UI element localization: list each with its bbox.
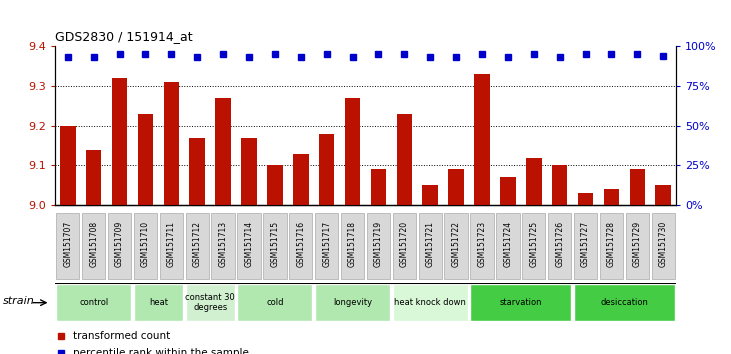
Bar [137,114,154,205]
Bar [500,177,515,205]
Bar [552,166,567,205]
Text: GSM151716: GSM151716 [296,221,306,267]
Text: longevity: longevity [333,298,372,307]
FancyBboxPatch shape [496,213,520,279]
Text: constant 30
degrees: constant 30 degrees [185,293,235,312]
FancyBboxPatch shape [444,213,468,279]
Bar [86,149,102,205]
FancyBboxPatch shape [393,213,416,279]
Text: strain: strain [3,296,34,306]
FancyBboxPatch shape [626,213,649,279]
Bar [629,170,645,205]
Text: GSM151707: GSM151707 [64,221,72,267]
FancyBboxPatch shape [574,213,597,279]
Text: heat knock down: heat knock down [394,298,466,307]
FancyBboxPatch shape [393,284,468,321]
Text: GSM151721: GSM151721 [425,221,435,267]
Text: GSM151729: GSM151729 [633,221,642,267]
FancyBboxPatch shape [367,213,390,279]
FancyBboxPatch shape [186,213,209,279]
Text: starvation: starvation [499,298,542,307]
FancyBboxPatch shape [56,284,131,321]
Bar [60,126,75,205]
Text: GSM151722: GSM151722 [452,221,461,267]
FancyBboxPatch shape [289,213,312,279]
FancyBboxPatch shape [470,213,493,279]
Text: GSM151718: GSM151718 [348,221,357,267]
Text: percentile rank within the sample: percentile rank within the sample [73,348,249,354]
Text: GSM151720: GSM151720 [400,221,409,267]
Bar [656,185,671,205]
Text: control: control [79,298,108,307]
FancyBboxPatch shape [470,284,572,321]
FancyBboxPatch shape [134,284,183,321]
FancyBboxPatch shape [238,213,261,279]
Bar [526,158,542,205]
FancyBboxPatch shape [651,213,675,279]
Bar [112,78,127,205]
FancyBboxPatch shape [186,284,235,321]
Bar [319,134,334,205]
FancyBboxPatch shape [134,213,157,279]
FancyBboxPatch shape [263,213,287,279]
FancyBboxPatch shape [315,213,338,279]
Bar [423,185,438,205]
Bar [577,193,594,205]
Bar [371,170,386,205]
Bar [345,98,360,205]
FancyBboxPatch shape [419,213,442,279]
Bar [189,138,205,205]
FancyBboxPatch shape [108,213,131,279]
Text: heat: heat [149,298,168,307]
FancyBboxPatch shape [315,284,390,321]
FancyBboxPatch shape [600,213,623,279]
Text: cold: cold [266,298,284,307]
Text: GSM151708: GSM151708 [89,221,98,267]
Text: GSM151713: GSM151713 [219,221,227,267]
Text: GSM151725: GSM151725 [529,221,538,267]
Text: GSM151709: GSM151709 [115,221,124,267]
Text: GSM151726: GSM151726 [555,221,564,267]
Text: GSM151715: GSM151715 [270,221,279,267]
Text: GSM151712: GSM151712 [193,221,202,267]
FancyBboxPatch shape [341,213,364,279]
Bar [474,74,490,205]
Bar [164,82,179,205]
Text: GSM151711: GSM151711 [167,221,176,267]
FancyBboxPatch shape [82,213,105,279]
Text: GSM151717: GSM151717 [322,221,331,267]
Text: GSM151710: GSM151710 [141,221,150,267]
Text: GSM151714: GSM151714 [244,221,254,267]
Text: GSM151719: GSM151719 [374,221,383,267]
FancyBboxPatch shape [238,284,312,321]
FancyBboxPatch shape [522,213,545,279]
Text: GSM151723: GSM151723 [477,221,487,267]
FancyBboxPatch shape [159,213,183,279]
Text: GDS2830 / 151914_at: GDS2830 / 151914_at [55,30,192,44]
Text: GSM151728: GSM151728 [607,221,616,267]
Text: GSM151724: GSM151724 [504,221,512,267]
FancyBboxPatch shape [56,213,80,279]
FancyBboxPatch shape [211,213,235,279]
Bar [293,154,308,205]
Bar [448,170,464,205]
Bar [604,189,619,205]
Bar [241,138,257,205]
Bar [396,114,412,205]
Text: transformed count: transformed count [73,331,171,341]
Text: GSM151727: GSM151727 [581,221,590,267]
Bar [267,166,283,205]
Text: desiccation: desiccation [600,298,648,307]
Bar [216,98,231,205]
FancyBboxPatch shape [548,213,572,279]
FancyBboxPatch shape [574,284,675,321]
Text: GSM151730: GSM151730 [659,221,667,267]
